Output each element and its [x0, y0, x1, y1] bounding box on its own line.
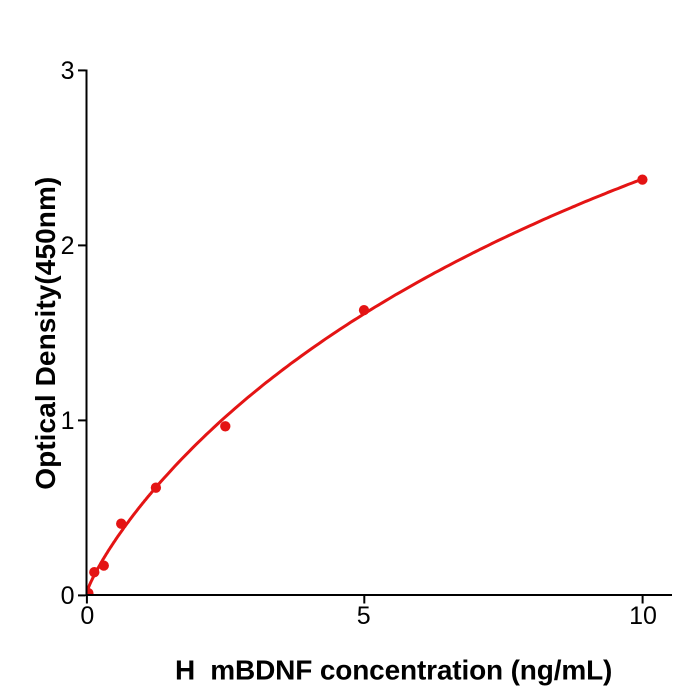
svg-text:5: 5	[357, 602, 371, 630]
svg-text:3: 3	[61, 57, 75, 85]
svg-text:10: 10	[629, 602, 657, 630]
svg-text:1: 1	[61, 407, 75, 435]
svg-text:Optical Density(450nm): Optical Density(450nm)	[30, 177, 61, 490]
svg-text:0: 0	[80, 602, 94, 630]
svg-text:2: 2	[61, 232, 75, 260]
svg-text:0: 0	[61, 582, 75, 610]
svg-text:H mBDNF concentration (ng/mL): H mBDNF concentration (ng/mL)	[175, 655, 612, 686]
